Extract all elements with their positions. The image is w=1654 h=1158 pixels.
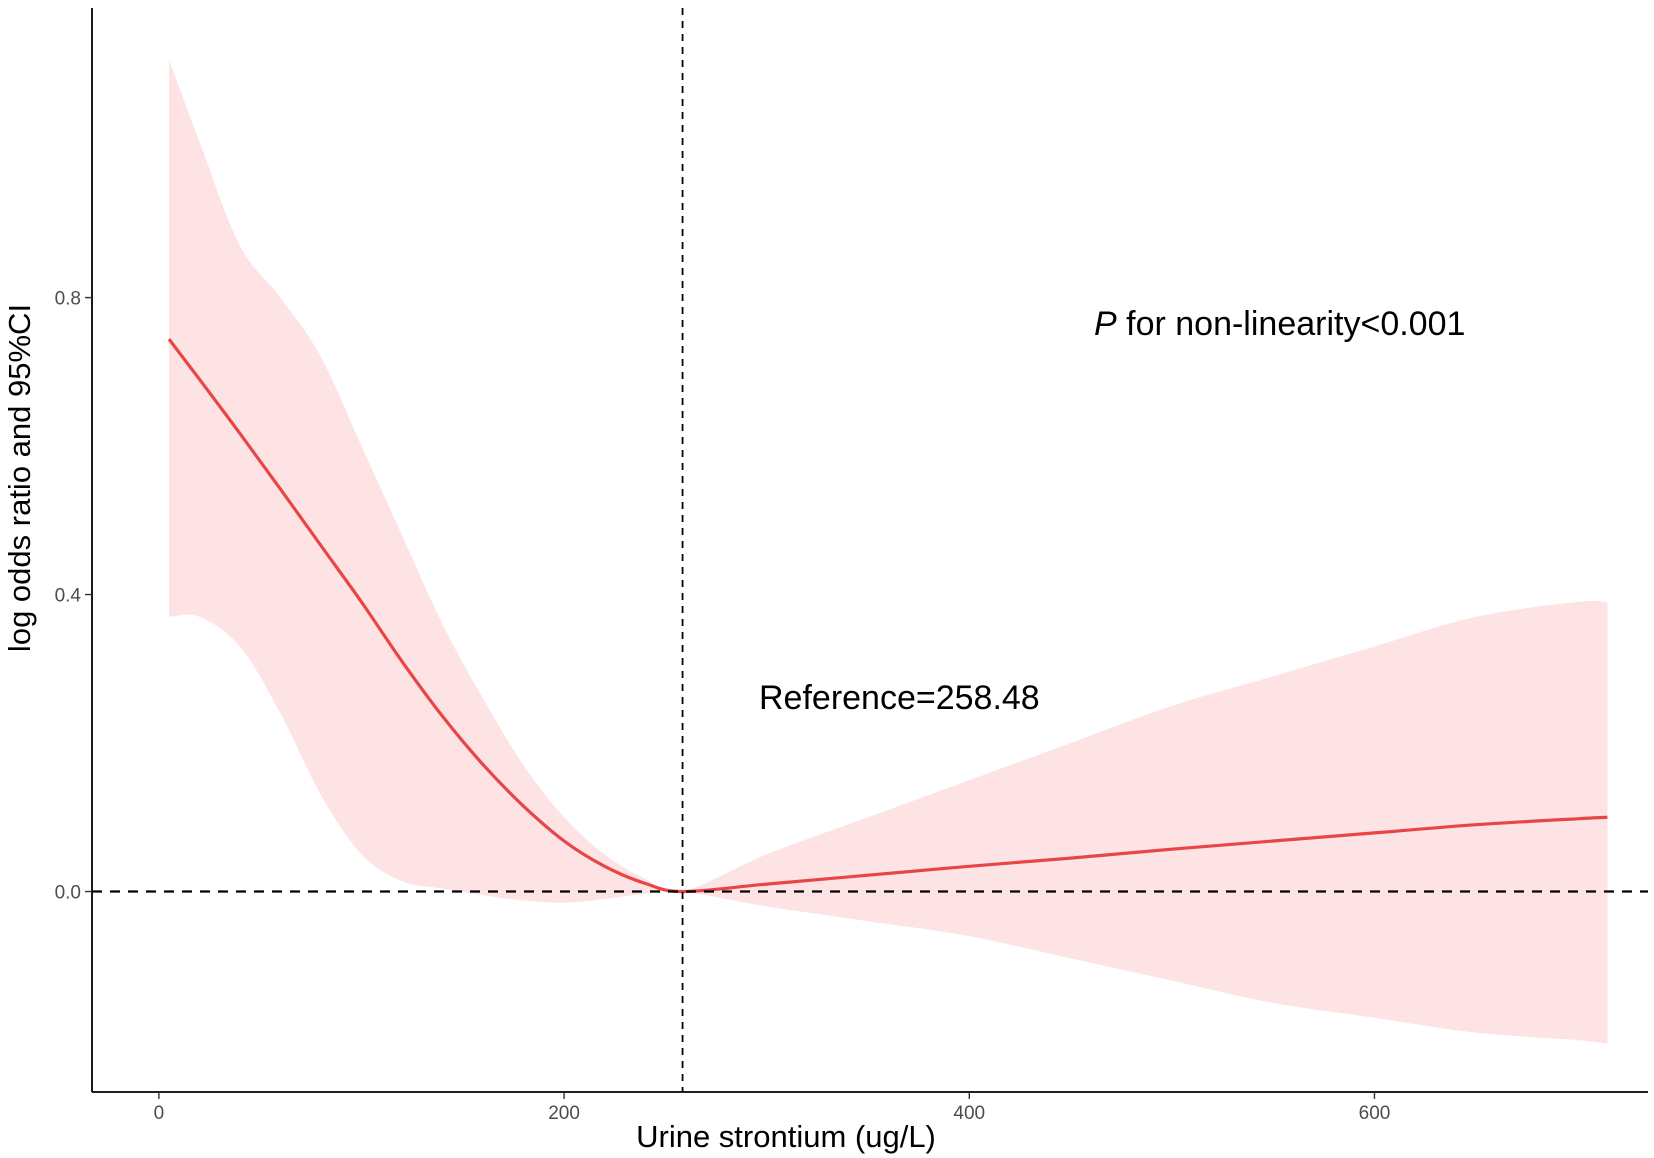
reference-annotation: Reference=258.48 <box>759 679 1040 717</box>
y-tick-label: 0.4 <box>55 586 82 607</box>
y-tick-label: 0.0 <box>55 883 81 904</box>
x-tick-label: 400 <box>953 1103 985 1124</box>
x-tick-label: 200 <box>548 1103 580 1124</box>
x-tick-label: 0 <box>154 1103 165 1124</box>
axes-layer: 0 200 400 600 0.0 0.4 0.8 <box>55 8 1648 1124</box>
p-symbol: P <box>1094 305 1117 343</box>
y-axis-title: log odds ratio and 95%CI <box>2 304 37 652</box>
x-tick-label: 600 <box>1359 1103 1391 1124</box>
x-axis-title: Urine strontium (ug/L) <box>636 1119 936 1154</box>
confidence-band <box>169 60 1608 1044</box>
p-value-annotation: P for non-linearity<0.001 <box>1094 305 1465 343</box>
confidence-band-layer <box>169 60 1608 1044</box>
estimate-line <box>167 338 1608 894</box>
reference-lines-layer <box>92 8 1648 1092</box>
p-value-text: for non-linearity<0.001 <box>1117 305 1466 343</box>
y-tick-label: 0.8 <box>55 289 81 310</box>
estimate-line-layer <box>167 338 1608 894</box>
